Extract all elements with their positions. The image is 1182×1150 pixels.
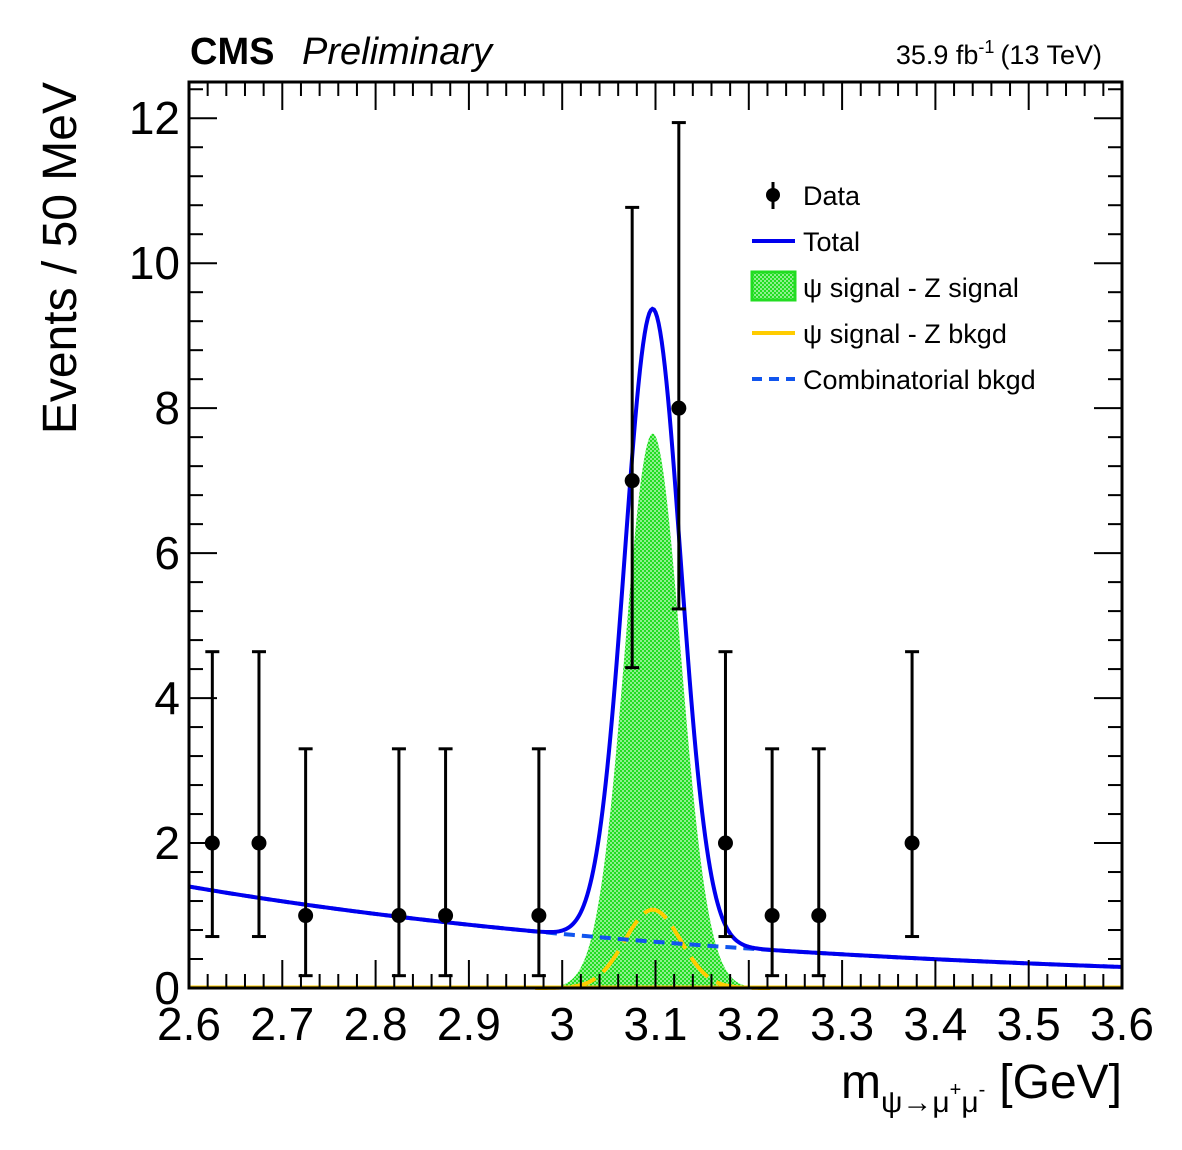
legend-entry-combinatorial: Combinatorial bkgd xyxy=(752,365,1036,395)
x-tick-label: 3.3 xyxy=(810,998,874,1050)
legend-data-marker xyxy=(766,188,780,202)
x-axis-title: mψ→μ+μ- [GeV] xyxy=(841,1056,1122,1119)
axis-tick-labels: 2.6 2.7 2.8 2.9 3 3.1 3.2 3.3 3.4 3.5 3.6 0 2 4 6 8 10 12 xyxy=(129,92,1154,1050)
data-marker xyxy=(391,908,407,924)
y-tick-label: 2 xyxy=(154,817,180,869)
legend-entry-data: Data xyxy=(766,181,861,211)
x-tick-label: 3 xyxy=(549,998,575,1050)
data-point xyxy=(671,121,687,611)
data-marker xyxy=(904,835,920,851)
axis-ticks xyxy=(188,82,1123,989)
data-point xyxy=(298,747,314,978)
y-tick-label: 12 xyxy=(129,92,180,144)
total-fit-curve xyxy=(188,306,1123,969)
x-tick-label: 2.6 xyxy=(157,998,221,1050)
preliminary-label: Preliminary xyxy=(302,31,494,73)
y-tick-label: 0 xyxy=(154,962,180,1014)
legend-entry-total: Total xyxy=(752,227,860,257)
y-tick-label: 6 xyxy=(154,527,180,579)
x-tick-label: 2.9 xyxy=(437,998,501,1050)
y-tick-label: 10 xyxy=(129,237,180,289)
x-tick-label: 3.5 xyxy=(997,998,1061,1050)
data-marker xyxy=(764,908,780,924)
data-marker xyxy=(531,908,547,924)
fit-curves xyxy=(188,306,1123,990)
data-point xyxy=(717,650,733,939)
data-marker xyxy=(438,908,454,924)
cms-label: CMS xyxy=(190,31,274,73)
legend-entry-signal-z-signal: ψ signal - Z signal xyxy=(750,270,1019,303)
x-tick-label: 3.1 xyxy=(624,998,688,1050)
luminosity-label: 35.9 fb-1 (13 TeV) xyxy=(896,37,1102,70)
legend-entry-signal-z-bkgd: ψ signal - Z bkgd xyxy=(752,319,1007,349)
legend-signal-z-bkgd-label: ψ signal - Z bkgd xyxy=(803,319,1007,349)
y-tick-label: 8 xyxy=(154,382,180,434)
legend-signal-fill-swatch xyxy=(750,270,797,302)
x-tick-label: 2.8 xyxy=(344,998,408,1050)
data-marker xyxy=(811,908,827,924)
data-point xyxy=(251,650,267,939)
legend-signal-z-signal-label: ψ signal - Z signal xyxy=(803,273,1019,303)
data-point xyxy=(764,747,780,978)
data-point xyxy=(391,747,407,978)
x-tick-label: 3.6 xyxy=(1090,998,1154,1050)
data-marker xyxy=(624,473,640,489)
x-tick-label: 3.2 xyxy=(717,998,781,1050)
legend-data-label: Data xyxy=(803,181,861,211)
data-marker xyxy=(671,400,687,416)
x-tick-label: 2.7 xyxy=(250,998,314,1050)
y-axis-title: Events / 50 MeV xyxy=(34,82,87,434)
legend: Data Total ψ signal - Z signal ψ signal … xyxy=(750,181,1036,395)
data-marker xyxy=(717,835,733,851)
data-points xyxy=(204,121,920,978)
data-point xyxy=(904,650,920,939)
data-point xyxy=(624,205,640,670)
x-tick-label: 3.4 xyxy=(903,998,967,1050)
data-point xyxy=(438,747,454,978)
legend-total-label: Total xyxy=(803,227,860,257)
signal-z-signal-fill xyxy=(535,433,771,988)
data-marker xyxy=(251,835,267,851)
legend-combinatorial-label: Combinatorial bkgd xyxy=(803,365,1036,395)
y-tick-label: 4 xyxy=(154,672,180,724)
data-point xyxy=(531,747,547,978)
data-marker xyxy=(298,908,314,924)
data-point xyxy=(204,650,220,939)
data-point xyxy=(811,747,827,978)
